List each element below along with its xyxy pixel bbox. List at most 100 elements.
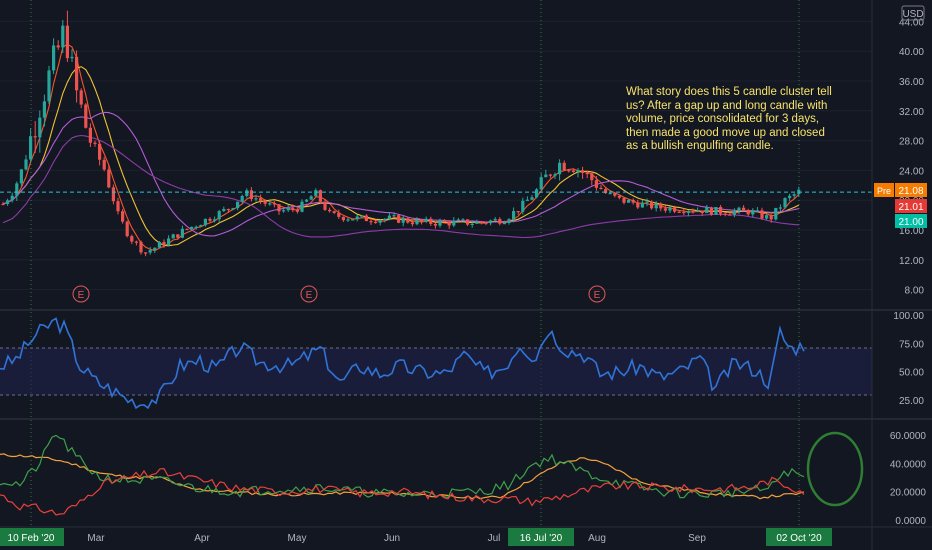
candle-body xyxy=(332,211,336,213)
candle-body xyxy=(378,220,382,223)
candle-body xyxy=(341,216,345,221)
earnings-label: E xyxy=(594,290,601,301)
time-tick-label: Aug xyxy=(588,533,606,544)
candle-body xyxy=(493,218,497,221)
dmi-minus-line xyxy=(0,467,805,516)
candle-body xyxy=(475,221,479,224)
price-tag-label: Pre xyxy=(877,186,891,196)
candle-body xyxy=(507,219,511,223)
candle-body xyxy=(433,223,437,226)
candle-body xyxy=(383,218,387,221)
candle-body xyxy=(765,215,769,219)
price-axis[interactable]: 44.0040.0036.0032.0028.0024.0020.0016.00… xyxy=(890,17,927,527)
candle-body xyxy=(217,211,221,220)
candle-body xyxy=(194,226,198,228)
candle-body xyxy=(470,223,474,226)
candle-body xyxy=(604,189,608,194)
price-tag-label-box xyxy=(874,183,894,197)
price-tag-box xyxy=(895,199,927,213)
candle-body xyxy=(249,190,253,200)
time-tick-label: Apr xyxy=(194,533,210,544)
candle-body xyxy=(38,117,42,138)
candle-body xyxy=(594,180,598,188)
candle-body xyxy=(42,101,46,118)
rsi-tick-label: 75.00 xyxy=(899,339,924,350)
moving-average-lines xyxy=(2,43,800,252)
candle-body xyxy=(203,218,207,226)
candle-body xyxy=(737,207,741,211)
candle-body xyxy=(631,199,635,203)
dmi-plus-line xyxy=(0,434,805,499)
candle-body xyxy=(617,195,621,198)
price-tags: Pre 21.08 21.01 21.00 xyxy=(874,183,927,228)
candle-body xyxy=(613,193,617,196)
candle-body xyxy=(544,174,548,178)
grid-lines xyxy=(0,20,872,291)
candle-body xyxy=(567,170,571,172)
candle-body xyxy=(98,143,102,160)
rsi-tick-label: 25.00 xyxy=(899,396,924,407)
candle-body xyxy=(484,222,488,224)
candle-body xyxy=(185,228,189,231)
candle-body xyxy=(277,204,281,212)
candle-body xyxy=(696,210,700,212)
candle-body xyxy=(668,207,672,211)
highlight-circle xyxy=(806,431,864,507)
candle-body xyxy=(157,241,161,248)
candle-body xyxy=(259,198,263,201)
candle-body xyxy=(429,218,433,224)
time-tick-label: Jun xyxy=(384,533,400,544)
candle-body xyxy=(346,219,350,221)
candle-body xyxy=(461,219,465,221)
candle-body xyxy=(93,142,97,144)
candle-body xyxy=(295,209,299,212)
candle-body xyxy=(627,199,631,203)
candle-body xyxy=(231,208,235,210)
candle-body xyxy=(351,219,355,221)
candle-body xyxy=(479,221,483,223)
time-tick-label: 02 Oct '20 xyxy=(776,533,822,544)
candle-body xyxy=(512,211,516,220)
candle-body xyxy=(61,25,65,48)
candle-body xyxy=(305,199,309,202)
candle-body xyxy=(636,202,640,208)
candle-body xyxy=(102,159,106,170)
time-tick-label: 16 Jul '20 xyxy=(520,533,563,544)
price-tag-value: 21.08 xyxy=(898,186,923,197)
candle-body xyxy=(548,174,552,176)
candle-body xyxy=(599,187,603,190)
candle-body xyxy=(180,228,184,238)
candle-body xyxy=(622,197,626,203)
candle-body xyxy=(144,252,148,254)
candle-body xyxy=(282,210,286,212)
candle-body xyxy=(535,189,539,198)
date-highlight-box xyxy=(508,528,574,546)
candle-body xyxy=(88,127,92,143)
price-tick-label: 24.00 xyxy=(899,166,924,177)
candle-body xyxy=(581,170,585,173)
price-tag-value: 21.00 xyxy=(898,217,923,228)
candle-body xyxy=(323,201,327,210)
candle-body xyxy=(751,210,755,215)
price-tick-label: 28.00 xyxy=(899,137,924,148)
candle-body xyxy=(1,203,5,206)
long-moving-average xyxy=(2,134,799,239)
candle-body xyxy=(719,206,723,214)
candle-body xyxy=(47,70,51,102)
candle-body xyxy=(226,208,230,211)
candle-body xyxy=(79,90,83,105)
time-tick-label: May xyxy=(288,533,307,544)
candle-body xyxy=(139,241,143,253)
candle-body xyxy=(438,220,442,226)
candle-body xyxy=(673,207,677,212)
price-tick-label: 44.00 xyxy=(899,17,924,28)
candle-body xyxy=(176,234,180,238)
candle-body xyxy=(691,211,695,213)
candle-body xyxy=(571,170,575,173)
candle-body xyxy=(125,221,129,237)
candle-body xyxy=(24,159,28,170)
candle-body xyxy=(130,236,134,242)
